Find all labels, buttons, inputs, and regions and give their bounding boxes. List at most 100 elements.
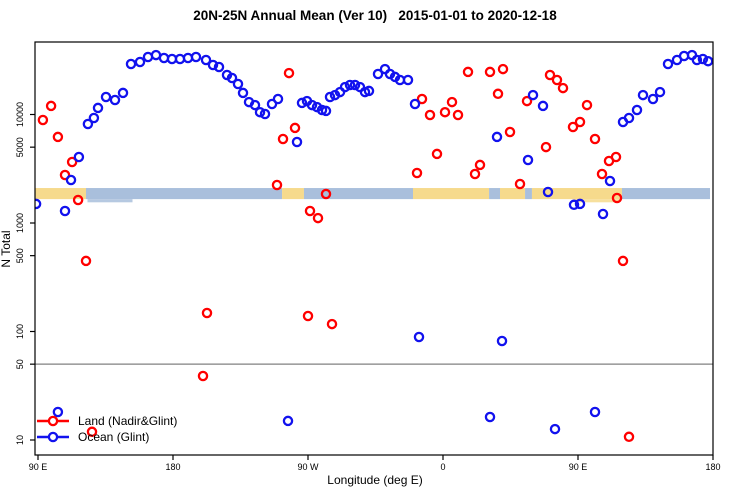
data-point-land bbox=[497, 63, 509, 75]
data-point-land bbox=[514, 178, 526, 190]
data-point-land bbox=[492, 88, 504, 100]
band-segment-ocean bbox=[303, 188, 413, 200]
band-segment-ocean bbox=[621, 188, 710, 200]
data-point-land bbox=[277, 133, 289, 145]
data-point-ocean bbox=[527, 89, 539, 101]
data-point-land bbox=[289, 122, 301, 134]
legend-item-ocean: Ocean (Glint) bbox=[36, 429, 177, 445]
data-point-land bbox=[59, 169, 71, 181]
y-tick-label: 500 bbox=[15, 248, 25, 263]
y-axis-title: N Total bbox=[0, 230, 13, 268]
data-point-ocean bbox=[226, 72, 238, 84]
data-point-ocean bbox=[254, 106, 266, 118]
data-point-ocean bbox=[349, 79, 361, 91]
y-tick-label: 1000 bbox=[15, 213, 25, 233]
legend: Land (Nadir&Glint) Ocean (Glint) bbox=[36, 413, 177, 445]
data-point-ocean bbox=[496, 335, 508, 347]
y-tick-label: 10 bbox=[15, 435, 25, 445]
data-point-ocean bbox=[52, 406, 64, 418]
data-point-land bbox=[283, 67, 295, 79]
data-point-ocean bbox=[402, 74, 414, 86]
data-point-ocean bbox=[92, 102, 104, 114]
data-point-ocean bbox=[296, 97, 308, 109]
data-point-land bbox=[610, 151, 622, 163]
legend-item-land: Land (Nadir&Glint) bbox=[36, 413, 177, 429]
data-point-ocean bbox=[623, 112, 635, 124]
data-point-land bbox=[521, 95, 533, 107]
data-point-land bbox=[86, 426, 98, 438]
data-point-land bbox=[72, 194, 84, 206]
band-segment-land bbox=[531, 188, 622, 200]
data-point-ocean bbox=[339, 81, 351, 93]
data-point-land bbox=[320, 188, 332, 200]
data-point-land bbox=[623, 431, 635, 443]
data-points bbox=[35, 49, 713, 443]
band-segment-ocean bbox=[489, 188, 500, 200]
data-point-land bbox=[544, 69, 556, 81]
band-segment-ocean bbox=[525, 188, 532, 200]
data-point-ocean bbox=[413, 331, 425, 343]
data-point-land bbox=[574, 116, 586, 128]
data-point-ocean bbox=[100, 91, 112, 103]
x-tick-label: 90 W bbox=[297, 462, 319, 472]
data-point-ocean bbox=[537, 100, 549, 112]
data-point-land bbox=[66, 156, 78, 168]
data-point-ocean bbox=[237, 87, 249, 99]
data-point-land bbox=[52, 131, 64, 143]
data-point-ocean bbox=[697, 53, 709, 65]
y-tick-label: 10000 bbox=[15, 102, 25, 127]
data-point-ocean bbox=[207, 59, 219, 71]
data-point-ocean bbox=[647, 93, 659, 105]
data-point-ocean bbox=[522, 154, 534, 166]
y-tick-label: 50 bbox=[15, 359, 25, 369]
data-point-ocean bbox=[73, 151, 85, 163]
data-point-land bbox=[439, 106, 451, 118]
land-key-icon bbox=[37, 415, 69, 427]
data-point-ocean bbox=[549, 423, 561, 435]
data-point-land bbox=[37, 114, 49, 126]
band-speck bbox=[87, 199, 133, 203]
data-point-ocean bbox=[35, 198, 42, 210]
ocean-key-icon bbox=[37, 431, 69, 443]
y-axis: 10 50 100 500 1000 5000 10000 bbox=[15, 102, 35, 445]
data-point-ocean bbox=[306, 99, 318, 111]
band-segment-land bbox=[35, 188, 86, 200]
y-tick-label: 5000 bbox=[15, 137, 25, 157]
x-tick-label: 0 bbox=[440, 462, 445, 472]
data-point-land bbox=[589, 133, 601, 145]
data-point-ocean bbox=[65, 174, 77, 186]
data-point-ocean bbox=[691, 54, 703, 66]
x-tick-label: 180 bbox=[705, 462, 720, 472]
data-point-ocean bbox=[232, 78, 244, 90]
band-speck bbox=[573, 199, 620, 203]
data-point-ocean bbox=[491, 131, 503, 143]
data-point-ocean bbox=[344, 79, 356, 91]
data-point-land bbox=[312, 212, 324, 224]
x-axis: 90 E 180 90 W 0 90 E 180 bbox=[29, 455, 721, 472]
data-point-ocean bbox=[484, 411, 496, 423]
data-point-ocean bbox=[259, 108, 271, 120]
data-point-ocean bbox=[88, 112, 100, 124]
data-point-ocean bbox=[125, 58, 137, 70]
data-point-land bbox=[484, 66, 496, 78]
band-segment-land bbox=[500, 188, 526, 200]
x-tick-label: 90 E bbox=[29, 462, 48, 472]
data-point-ocean bbox=[324, 91, 336, 103]
data-point-land bbox=[201, 307, 213, 319]
data-point-ocean bbox=[291, 136, 303, 148]
data-point-land bbox=[45, 100, 57, 112]
data-point-land bbox=[446, 96, 458, 108]
data-point-land bbox=[416, 93, 428, 105]
data-point-land bbox=[304, 205, 316, 217]
data-point-land bbox=[469, 168, 481, 180]
data-point-land bbox=[474, 159, 486, 171]
data-point-ocean bbox=[213, 61, 225, 73]
data-point-land bbox=[424, 109, 436, 121]
data-point-ocean bbox=[190, 51, 202, 63]
surface-band bbox=[35, 188, 710, 203]
data-point-land bbox=[452, 109, 464, 121]
data-point-ocean bbox=[59, 205, 71, 217]
data-point-land bbox=[567, 121, 579, 133]
